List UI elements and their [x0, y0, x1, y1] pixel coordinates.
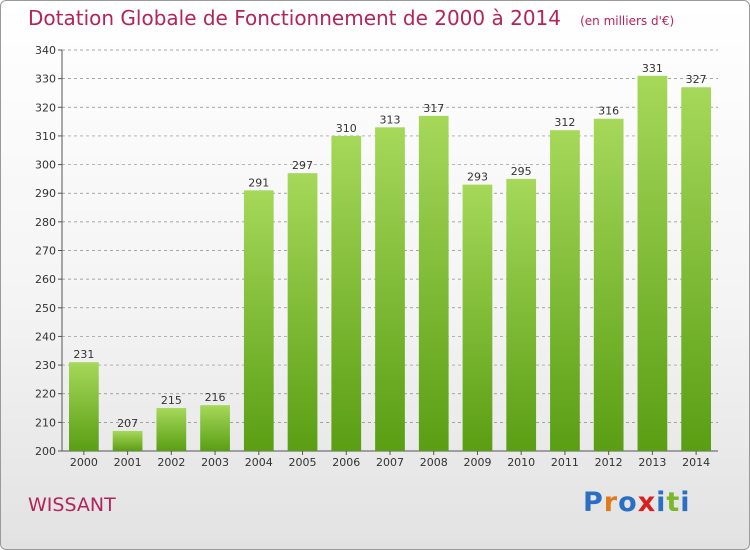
x-tick-label: 2001: [114, 456, 142, 469]
x-tick-label: 2009: [463, 456, 491, 469]
data-label: 291: [248, 176, 269, 189]
data-label: 313: [380, 113, 401, 126]
y-tick-label: 340: [35, 44, 56, 57]
y-tick-label: 200: [35, 445, 56, 458]
bar: [418, 115, 449, 451]
y-tick-label: 290: [35, 187, 56, 200]
x-tick-label: 2005: [289, 456, 317, 469]
data-label: 317: [423, 102, 444, 115]
x-tick-label: 2006: [332, 456, 360, 469]
y-tick-label: 270: [35, 245, 56, 258]
data-labels: 231 207 215 216 291 297 310 313 317 293 295 312 316 3…: [73, 62, 706, 430]
data-label: 231: [73, 348, 94, 361]
bar: [506, 178, 537, 451]
y-tick-label: 230: [35, 359, 56, 372]
y-tick-label: 280: [35, 216, 56, 229]
y-tick-label: 210: [35, 416, 56, 429]
proxiti-logo: Proxiti: [583, 487, 691, 518]
bar: [287, 173, 318, 451]
logo-letter: t: [666, 487, 681, 518]
y-tick-label: 240: [35, 330, 56, 343]
y-tick-label: 220: [35, 388, 56, 401]
y-tick-label: 250: [35, 302, 56, 315]
logo-letter: r: [603, 487, 619, 518]
bar: [68, 362, 99, 451]
y-tick-label: 300: [35, 159, 56, 172]
logo-letter: P: [583, 487, 604, 518]
chart-title-block: Dotation Globale de Fonctionnement de 20…: [28, 6, 674, 30]
data-label: 297: [292, 159, 313, 172]
x-tick-label: 2004: [245, 456, 273, 469]
x-tick-label: 2003: [201, 456, 229, 469]
bar: [243, 190, 274, 451]
data-label: 316: [598, 105, 619, 118]
x-tick-label: 2002: [157, 456, 185, 469]
x-tick-label: 2010: [507, 456, 535, 469]
y-tick-label: 260: [35, 273, 56, 286]
y-tick-label: 310: [35, 130, 56, 143]
y-tick-label: 320: [35, 101, 56, 114]
x-tick-label: 2014: [682, 456, 710, 469]
logo-letter: i: [656, 487, 667, 518]
x-tick-label: 2011: [551, 456, 579, 469]
data-label: 310: [336, 122, 357, 135]
data-label: 295: [511, 165, 532, 178]
bar: [681, 87, 712, 451]
data-label: 215: [161, 394, 182, 407]
x-tick-label: 2000: [70, 456, 98, 469]
bar: [593, 118, 624, 451]
bar: [112, 430, 143, 451]
data-label: 207: [117, 417, 138, 430]
chart-subtitle: (en milliers d'€): [580, 14, 675, 28]
data-label: 312: [554, 116, 575, 129]
bar: [637, 75, 668, 452]
chart-title: Dotation Globale de Fonctionnement de 20…: [28, 6, 561, 30]
x-tick-label: 2008: [420, 456, 448, 469]
data-label: 216: [205, 391, 226, 404]
x-tick-label: 2007: [376, 456, 404, 469]
bar: [462, 184, 493, 451]
x-tick-label: 2013: [638, 456, 666, 469]
data-label: 331: [642, 62, 663, 75]
data-label: 293: [467, 171, 488, 184]
bar: [331, 135, 362, 451]
logo-letter: o: [618, 487, 638, 518]
logo-letter: x: [637, 487, 657, 518]
bars: [68, 75, 712, 452]
bar: [156, 408, 187, 451]
bar: [550, 130, 580, 451]
logo-letter: i: [680, 487, 691, 518]
data-label: 327: [686, 73, 707, 86]
x-tick-label: 2012: [595, 456, 623, 469]
y-tick-label: 330: [35, 73, 56, 86]
commune-name: WISSANT: [28, 494, 116, 516]
bar: [375, 127, 405, 451]
bar: [200, 405, 230, 451]
